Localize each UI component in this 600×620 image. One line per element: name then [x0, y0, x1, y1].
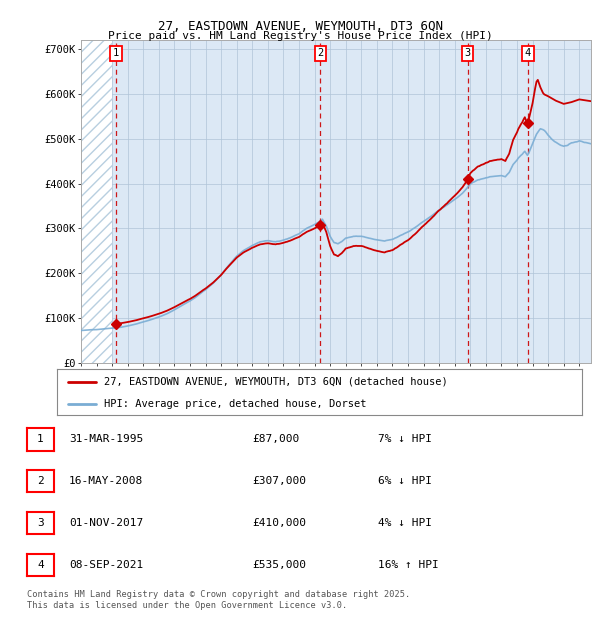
Text: 1: 1: [113, 48, 119, 58]
Text: 2: 2: [37, 476, 44, 486]
Text: 2: 2: [317, 48, 323, 58]
Text: Contains HM Land Registry data © Crown copyright and database right 2025.
This d: Contains HM Land Registry data © Crown c…: [27, 590, 410, 609]
Text: 3: 3: [37, 518, 44, 528]
Text: 08-SEP-2021: 08-SEP-2021: [69, 560, 143, 570]
Text: 27, EASTDOWN AVENUE, WEYMOUTH, DT3 6QN (detached house): 27, EASTDOWN AVENUE, WEYMOUTH, DT3 6QN (…: [104, 377, 448, 387]
Text: £535,000: £535,000: [252, 560, 306, 570]
Text: 4: 4: [524, 48, 531, 58]
Bar: [81, 40, 112, 363]
Text: 4: 4: [37, 560, 44, 570]
Text: 6% ↓ HPI: 6% ↓ HPI: [378, 476, 432, 486]
Text: 16-MAY-2008: 16-MAY-2008: [69, 476, 143, 486]
Text: £87,000: £87,000: [252, 435, 299, 445]
Text: £410,000: £410,000: [252, 518, 306, 528]
Text: 7% ↓ HPI: 7% ↓ HPI: [378, 435, 432, 445]
Text: HPI: Average price, detached house, Dorset: HPI: Average price, detached house, Dors…: [104, 399, 367, 409]
Text: 3: 3: [464, 48, 471, 58]
Text: 4% ↓ HPI: 4% ↓ HPI: [378, 518, 432, 528]
Text: 27, EASTDOWN AVENUE, WEYMOUTH, DT3 6QN: 27, EASTDOWN AVENUE, WEYMOUTH, DT3 6QN: [157, 20, 443, 33]
Text: 31-MAR-1995: 31-MAR-1995: [69, 435, 143, 445]
Text: £307,000: £307,000: [252, 476, 306, 486]
Text: Price paid vs. HM Land Registry's House Price Index (HPI): Price paid vs. HM Land Registry's House …: [107, 31, 493, 41]
Text: 01-NOV-2017: 01-NOV-2017: [69, 518, 143, 528]
Text: 16% ↑ HPI: 16% ↑ HPI: [378, 560, 439, 570]
Text: 1: 1: [37, 435, 44, 445]
